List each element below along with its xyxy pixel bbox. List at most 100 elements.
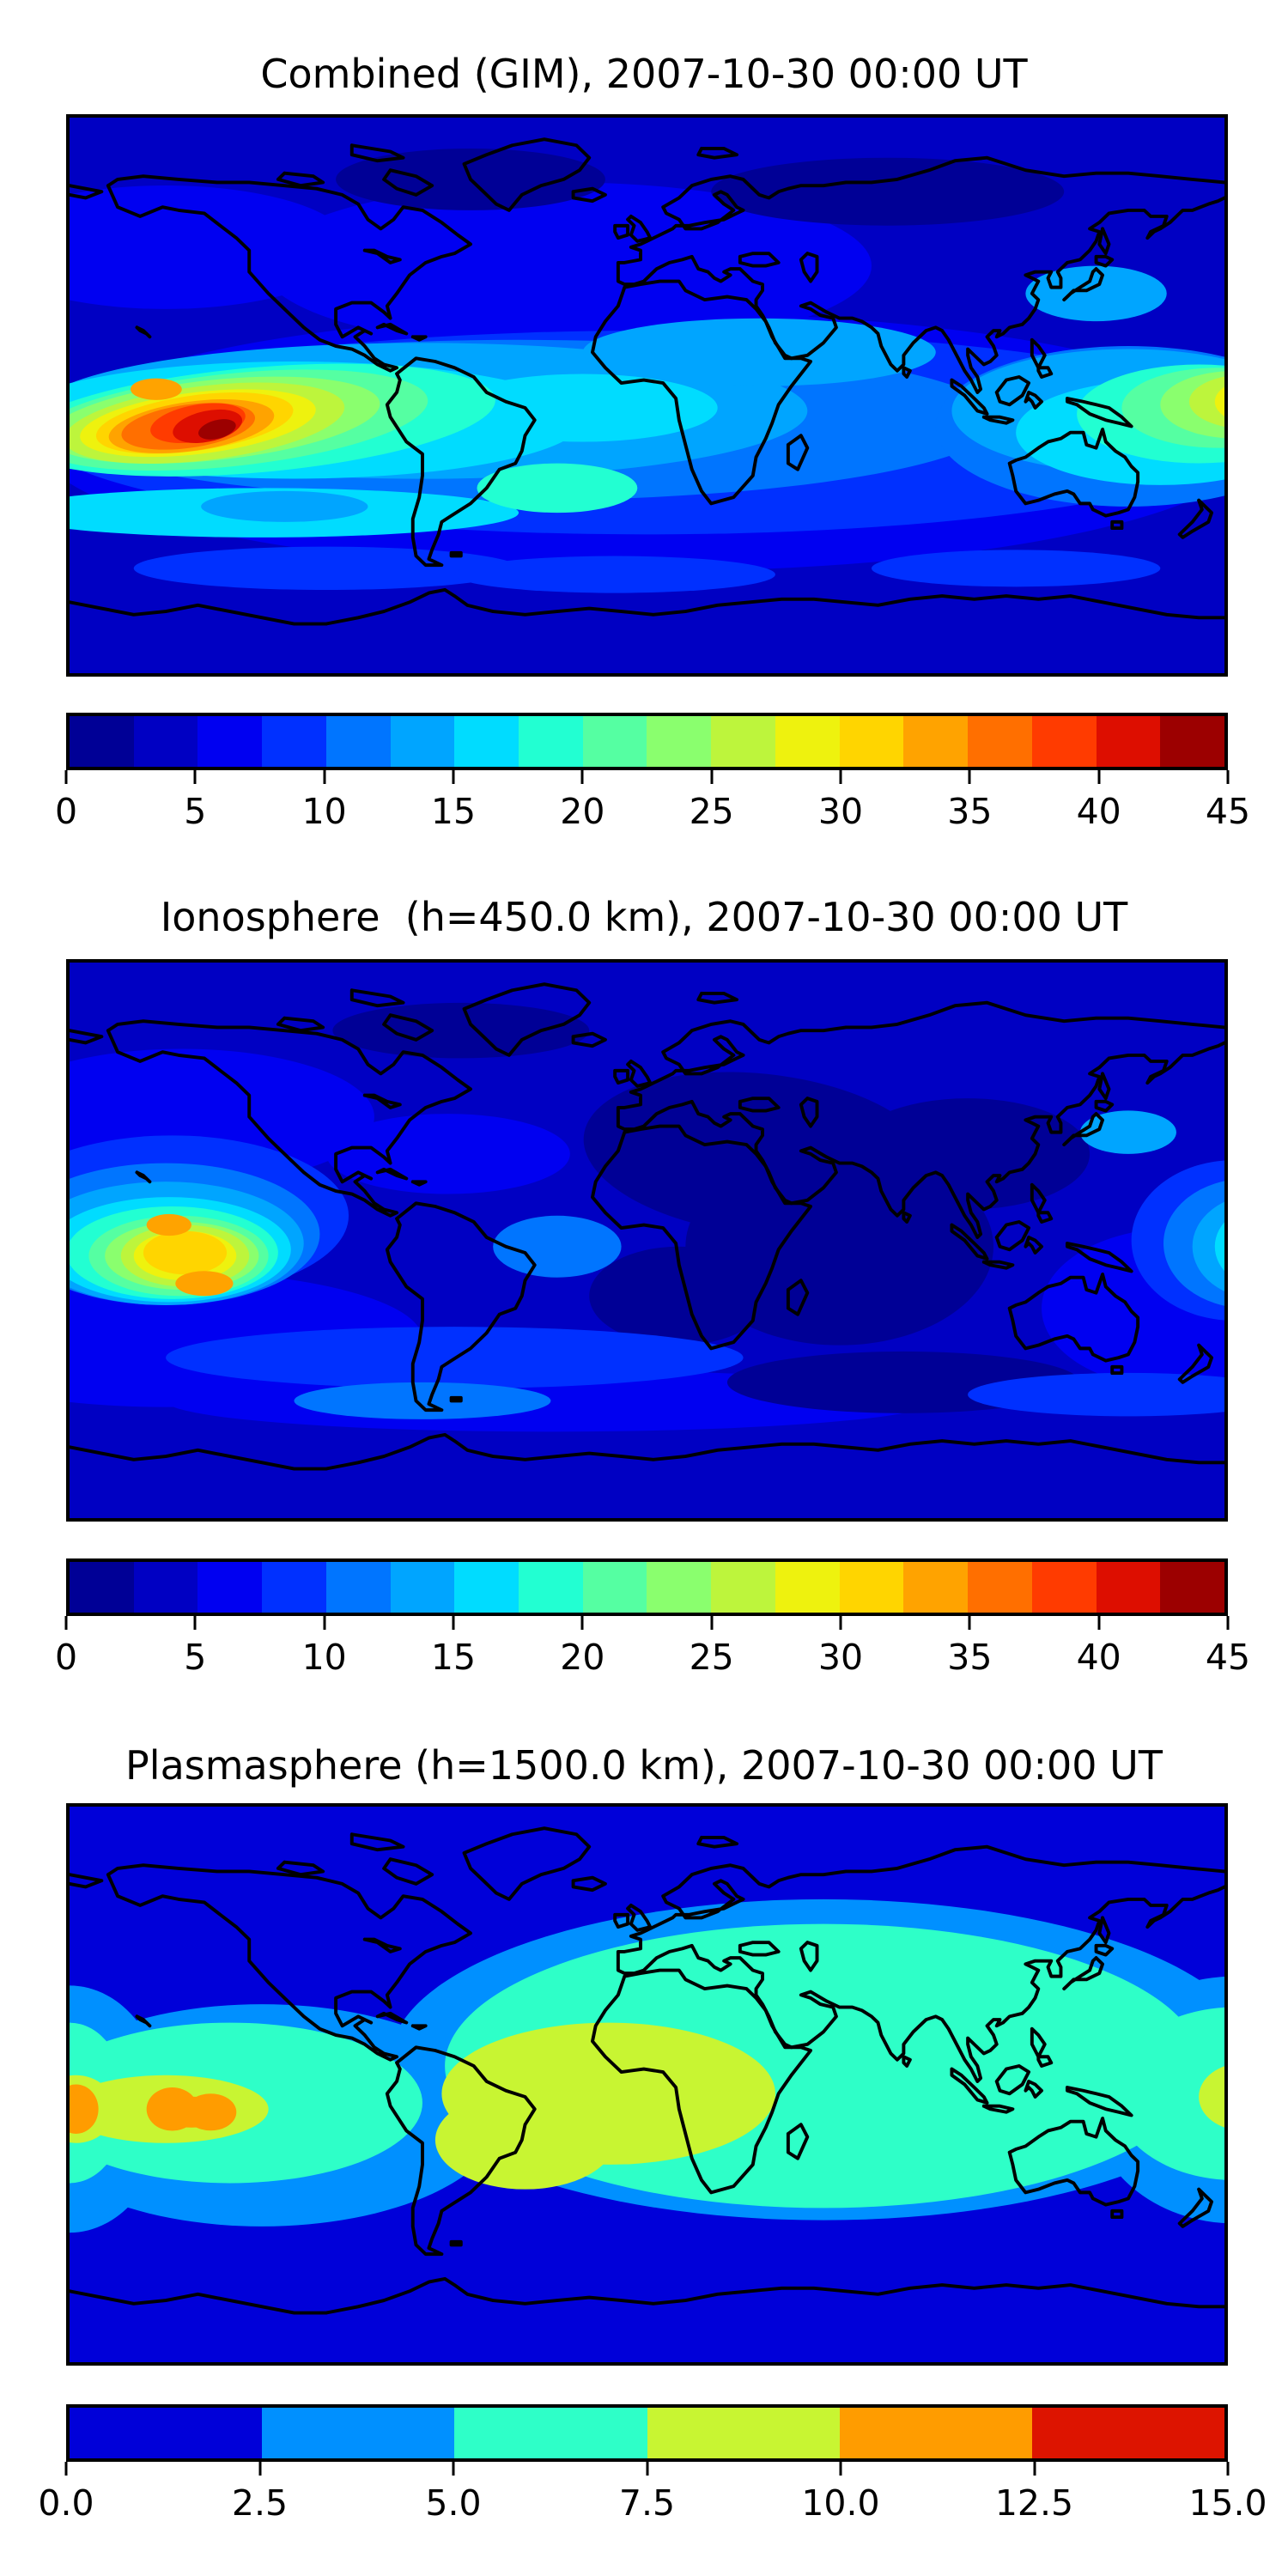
tick-label: 35: [947, 1637, 993, 1678]
tick-mark: [323, 1616, 326, 1630]
colorbar-segment: [1160, 1562, 1224, 1613]
tick-mark: [968, 1616, 971, 1630]
field-contour: [1192, 1201, 1224, 1291]
colorbar-segment: [262, 716, 326, 767]
tick-mark: [1226, 770, 1230, 784]
tick-label: 0.0: [38, 2482, 94, 2524]
map-plasmasphere: [66, 1803, 1228, 2366]
tick-label: 15: [430, 791, 477, 832]
colorbar-combined: [66, 713, 1228, 770]
field-contour: [325, 1114, 570, 1194]
field-contour: [711, 157, 1065, 226]
colorbar-segment: [711, 1562, 775, 1613]
tick-label: 25: [689, 791, 734, 832]
colorbar-segment: [1096, 1562, 1161, 1613]
map-ionosphere: [66, 959, 1228, 1522]
tick-mark: [646, 2462, 648, 2476]
map-ionosphere-svg: [70, 963, 1224, 1518]
colorbar-segment: [647, 2408, 840, 2458]
tick-label: 0: [54, 1637, 78, 1678]
field-contour: [153, 2096, 230, 2128]
colorbar-segment: [839, 716, 904, 767]
field-contour: [477, 463, 638, 513]
colorbar-segment: [775, 1562, 840, 1613]
tick-label: 45: [1205, 791, 1251, 832]
tick-mark: [839, 2462, 842, 2476]
colorbar-segment: [519, 716, 583, 767]
field-contour: [201, 490, 368, 522]
field-contour: [1188, 376, 1224, 427]
field-contour: [1112, 2007, 1224, 2180]
field-contour: [198, 419, 236, 440]
map-combined: [66, 114, 1228, 677]
field-contour: [447, 374, 718, 442]
colorbar-segment: [197, 716, 263, 767]
colorbar-segment: [839, 2408, 1032, 2458]
colorbar-segment: [968, 716, 1032, 767]
tick-mark: [580, 1616, 584, 1630]
field-contour: [332, 1002, 590, 1059]
tick-mark: [1226, 1616, 1230, 1630]
tick-label: 12.5: [994, 2482, 1074, 2524]
tick-label: 10: [301, 1637, 347, 1678]
colorbar-segment: [197, 1562, 263, 1613]
colorbar-labels-combined: 0 5 10 15 20 25 30 35 40 45: [55, 790, 1250, 835]
tick-label: 30: [817, 1637, 864, 1678]
tick-label: 10: [301, 791, 347, 832]
tick-mark: [968, 770, 971, 784]
colorbar-segment: [968, 1562, 1032, 1613]
map-title-combined: Combined (GIM), 2007-10-30 00:00 UT: [260, 51, 1028, 97]
tick-mark: [64, 1616, 68, 1630]
colorbar-segment: [454, 2408, 647, 2458]
colorbar-ticks-ionosphere: [64, 1616, 1230, 1630]
field-contour: [146, 1213, 191, 1236]
colorbar-segment: [262, 2408, 455, 2458]
field-contour: [130, 378, 182, 400]
tick-mark: [452, 1616, 455, 1630]
tick-mark: [710, 1616, 714, 1630]
tick-mark: [193, 770, 197, 784]
tick-label: 20: [560, 791, 605, 832]
colorbar-segment: [325, 1562, 391, 1613]
colorbar-segment: [390, 1562, 455, 1613]
colorbar-segment: [70, 1562, 134, 1613]
field-contour: [175, 1271, 234, 1297]
tick-label: 0: [54, 791, 78, 832]
tick-label: 7.5: [618, 2482, 676, 2524]
tick-label: 10.0: [801, 2482, 880, 2524]
colorbar-plasmasphere: [66, 2404, 1228, 2462]
colorbar-segment: [454, 1562, 519, 1613]
colorbar-segment: [1031, 1562, 1097, 1613]
map-plasmasphere-svg: [70, 1807, 1224, 2362]
field-contour: [133, 546, 519, 591]
colorbar-segment: [1031, 2408, 1225, 2458]
field-contour: [846, 1098, 1091, 1210]
tick-label: 5.0: [425, 2482, 482, 2524]
tick-mark: [1097, 1616, 1101, 1630]
field-contour: [434, 2090, 616, 2190]
field-contour: [143, 1230, 228, 1275]
colorbar-segment: [519, 1562, 583, 1613]
tick-mark: [1226, 2462, 1230, 2476]
colorbar-labels-plasmasphere: 0.0 2.5 5.0 7.5 10.0 12.5 15.0: [38, 2482, 1267, 2526]
colorbar-segment: [133, 716, 198, 767]
map-title-plasmasphere: Plasmasphere (h=1500.0 km), 2007-10-30 0…: [125, 1742, 1163, 1789]
colorbar-segment: [903, 716, 969, 767]
tick-mark: [710, 770, 714, 784]
colorbar-segment: [70, 2408, 263, 2458]
colorbar-segment: [1160, 716, 1224, 767]
tick-label: 5: [184, 791, 207, 832]
field-contour: [454, 556, 775, 593]
map-combined-svg: [70, 118, 1224, 673]
tick-mark: [839, 1616, 842, 1630]
tick-mark: [1097, 770, 1101, 784]
field-contour: [589, 1246, 769, 1346]
colorbar-segment: [390, 716, 455, 767]
tick-mark: [452, 770, 455, 784]
field-contour: [1214, 386, 1224, 416]
tick-mark: [323, 770, 326, 784]
colorbar-segment: [711, 716, 775, 767]
colorbar-ionosphere: [66, 1558, 1228, 1616]
field-contour: [262, 182, 872, 349]
